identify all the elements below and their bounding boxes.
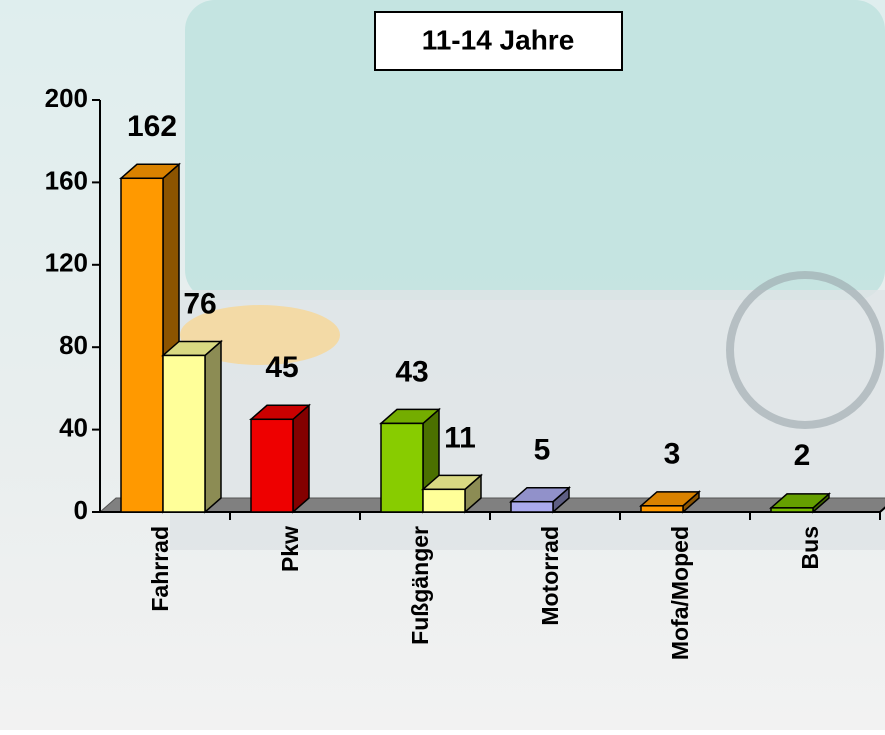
bar-side	[293, 405, 309, 512]
bar-side	[205, 341, 221, 512]
y-tick-label: 40	[59, 412, 88, 442]
bar-front	[423, 489, 465, 512]
bar-front	[771, 508, 813, 512]
x-tick-label: Fußgänger	[407, 526, 433, 645]
bar-front	[163, 355, 205, 512]
bar-front	[251, 419, 293, 512]
bar	[251, 405, 309, 512]
y-tick-label: 0	[74, 495, 88, 525]
value-label: 162	[127, 110, 177, 143]
bar	[163, 341, 221, 512]
x-tick-label: Bus	[797, 526, 823, 569]
page: {"chart_data": {"type": "bar3d", "title"…	[0, 0, 885, 735]
chart-title: 11-14 Jahre	[422, 24, 575, 55]
x-tick-label: Pkw	[277, 526, 303, 572]
bar	[423, 475, 481, 512]
x-tick-label: Fahrrad	[147, 526, 173, 612]
value-label: 76	[183, 287, 216, 320]
y-tick-label: 80	[59, 330, 88, 360]
x-tick-label: Motorrad	[537, 526, 563, 626]
bar-front	[641, 506, 683, 512]
y-tick-label: 160	[45, 165, 88, 195]
bar-front	[381, 423, 423, 512]
value-label: 43	[395, 355, 428, 388]
y-tick-label: 200	[45, 83, 88, 113]
bar-front	[511, 502, 553, 512]
value-label: 3	[664, 438, 681, 471]
value-label: 2	[794, 439, 811, 472]
y-tick-label: 120	[45, 248, 88, 278]
bar-front	[121, 178, 163, 512]
value-label: 45	[265, 351, 298, 384]
x-tick-label: Mofa/Moped	[667, 526, 693, 660]
value-label: 11	[444, 421, 476, 454]
value-label: 5	[534, 434, 551, 467]
chart: 11-14 Jahre 0 40 80 120 160 200 Fahrrad Pkw Fußg…	[0, 0, 885, 730]
